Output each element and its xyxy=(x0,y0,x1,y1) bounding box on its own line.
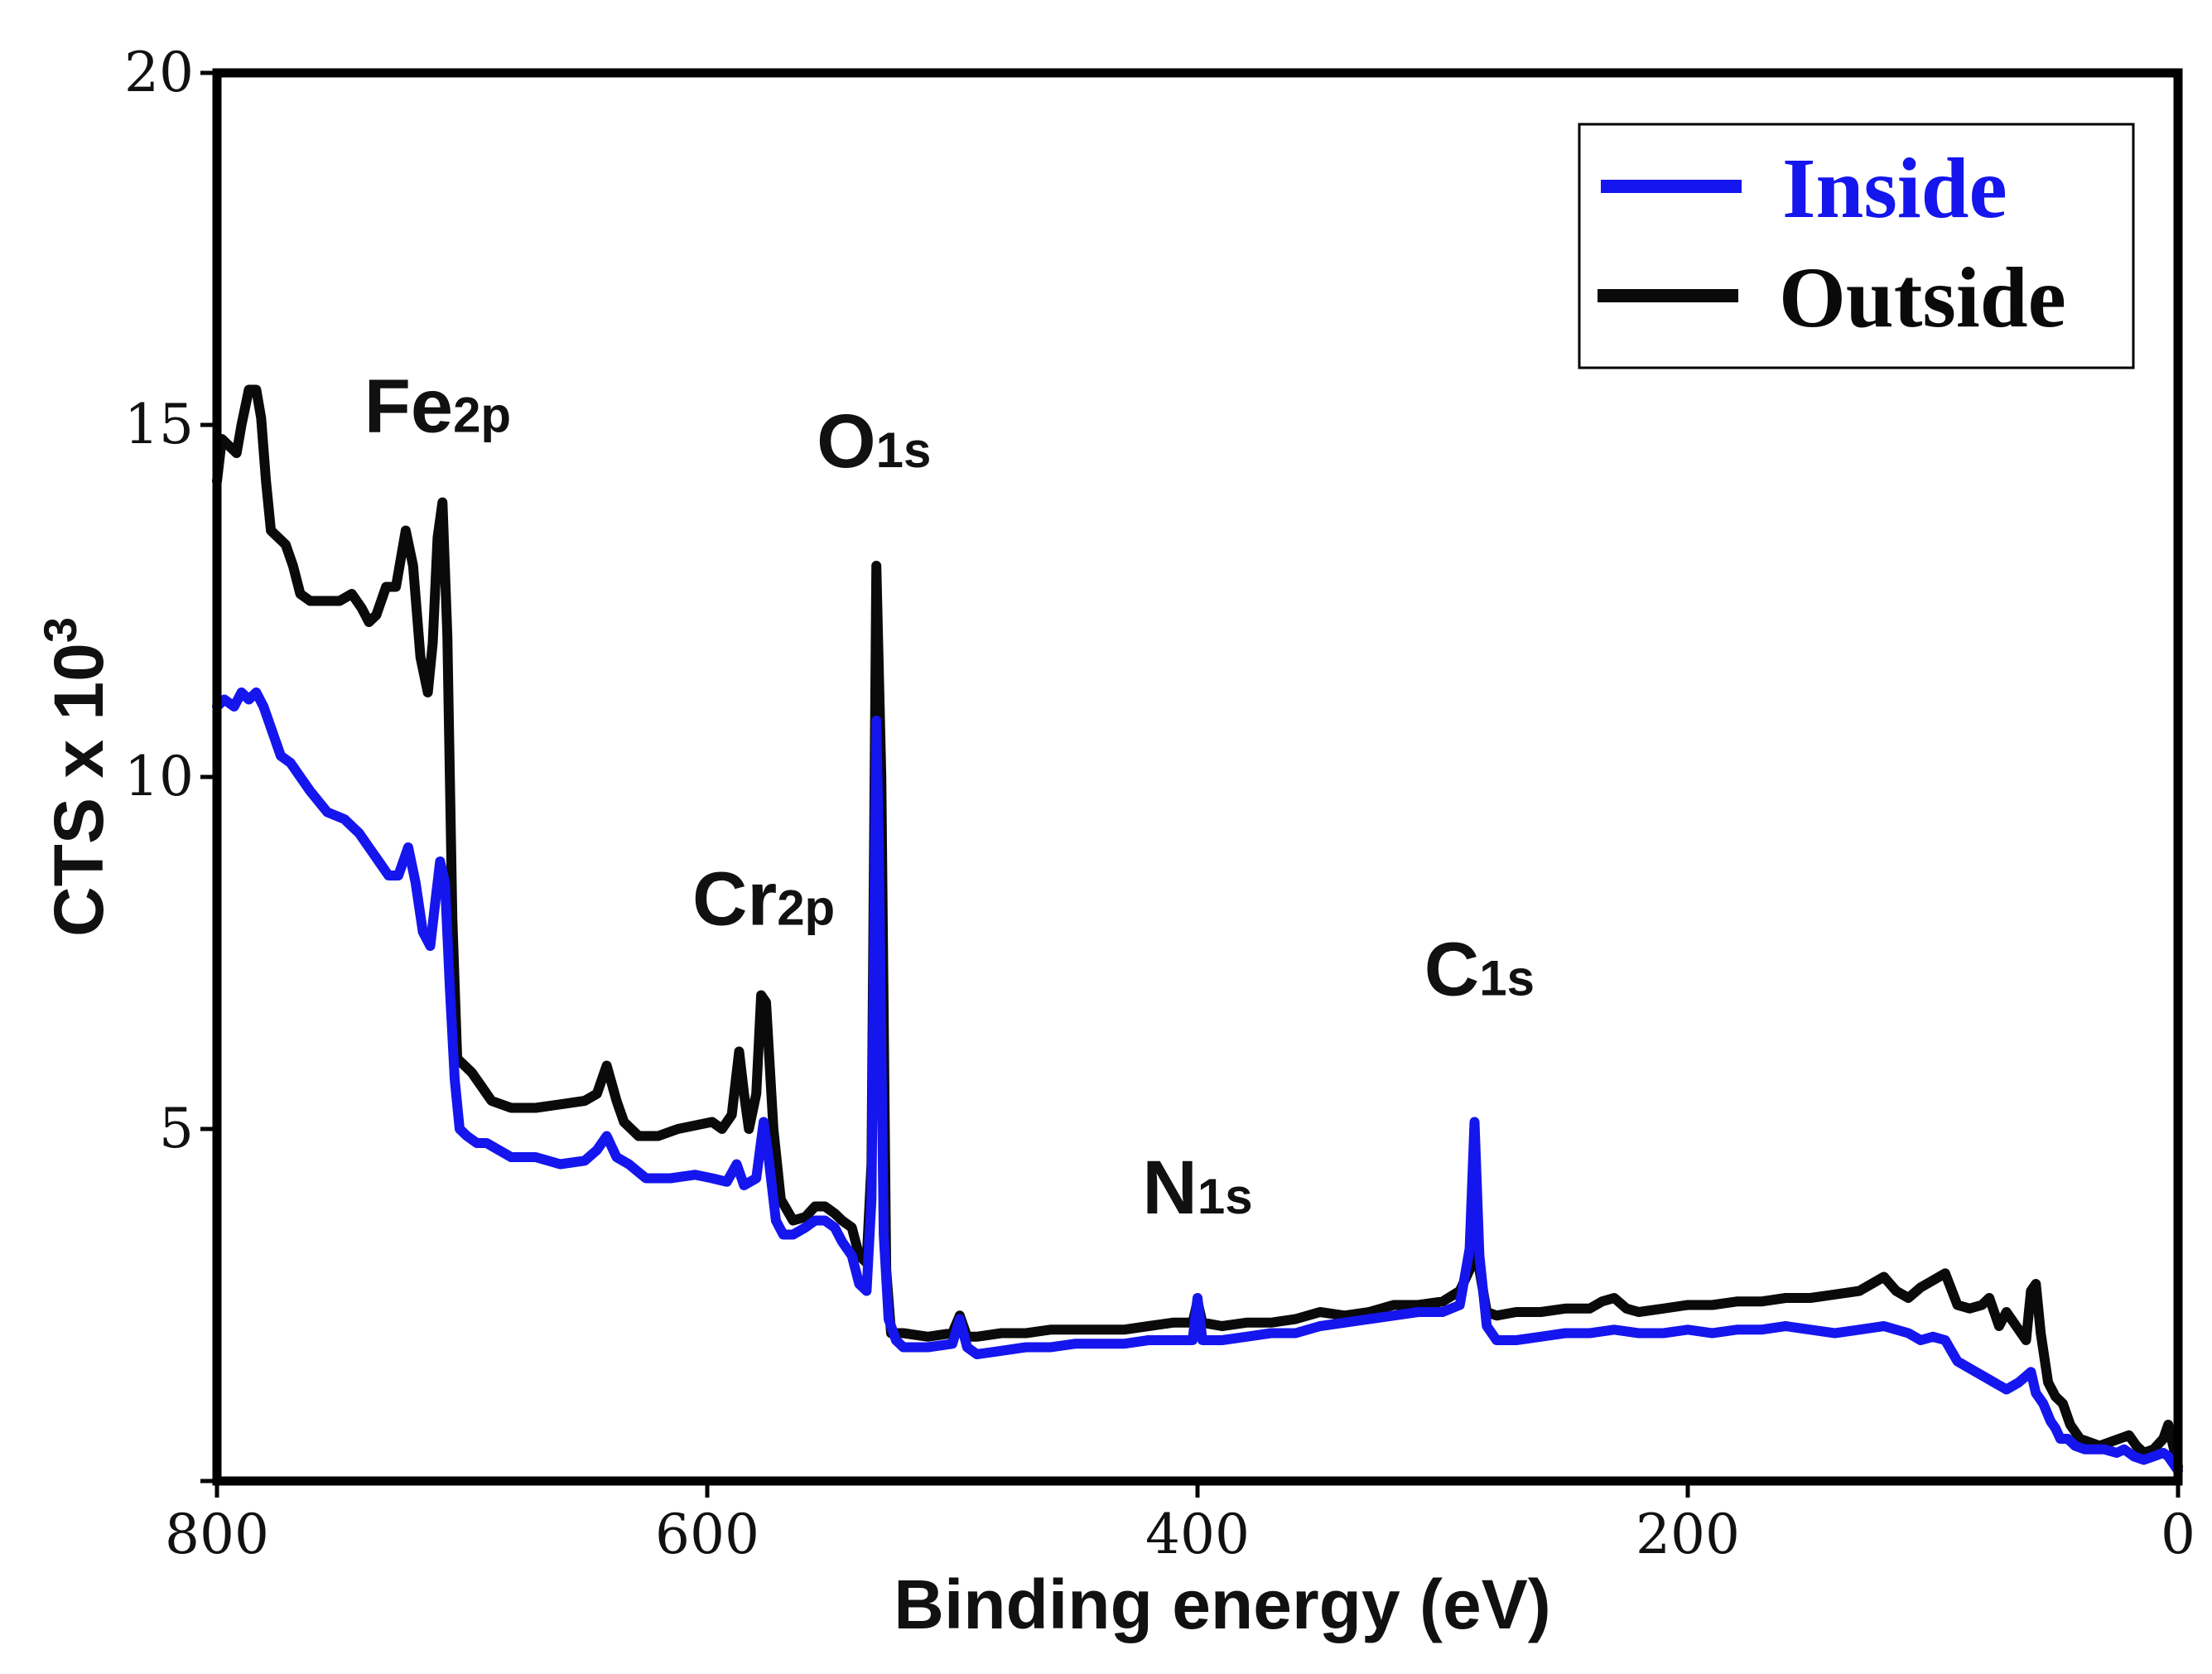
y-tick-label-15: 15 xyxy=(124,393,194,456)
y-axis-title-exponent: 3 xyxy=(34,617,86,643)
y-tick-label-20: 20 xyxy=(124,41,194,104)
x-tick-label-600: 600 xyxy=(655,1503,759,1566)
peak-label-element: C xyxy=(1424,928,1479,1012)
xps-survey-chart: 800 600 400 200 0 5 10 15 20 Binding energy (eV… xyxy=(0,0,2212,1674)
x-tick-label-200: 200 xyxy=(1636,1503,1740,1566)
peak-label-element: Cr xyxy=(692,857,777,942)
legend-label-outside: Outside xyxy=(1779,250,2066,345)
peak-label-element: Fe xyxy=(364,364,453,449)
x-axis-title: Binding energy (eV) xyxy=(894,1565,1550,1643)
peak-label-element: N xyxy=(1142,1146,1197,1230)
x-tick-label-800: 800 xyxy=(165,1503,269,1566)
peak-label-orbital: 2p xyxy=(777,880,835,936)
y-axis-title-main: CTS x 10 xyxy=(40,643,118,937)
peak-label-orbital: 1s xyxy=(1198,1169,1253,1224)
y-tick-label-10: 10 xyxy=(124,745,194,808)
y-tick-label-5: 5 xyxy=(159,1097,194,1160)
y-axis-title: CTS x 103 xyxy=(34,617,118,937)
legend-label-inside: Inside xyxy=(1782,141,2007,236)
peak-label-orbital: 1s xyxy=(1479,951,1535,1006)
legend: Inside Outside xyxy=(1579,124,2133,368)
x-tick-label-400: 400 xyxy=(1145,1503,1250,1566)
x-tick-label-0: 0 xyxy=(2161,1503,2195,1566)
peak-label-orbital: 1s xyxy=(876,422,932,478)
peak-label-orbital: 2p xyxy=(453,388,511,443)
peak-label-element: O xyxy=(817,399,876,484)
